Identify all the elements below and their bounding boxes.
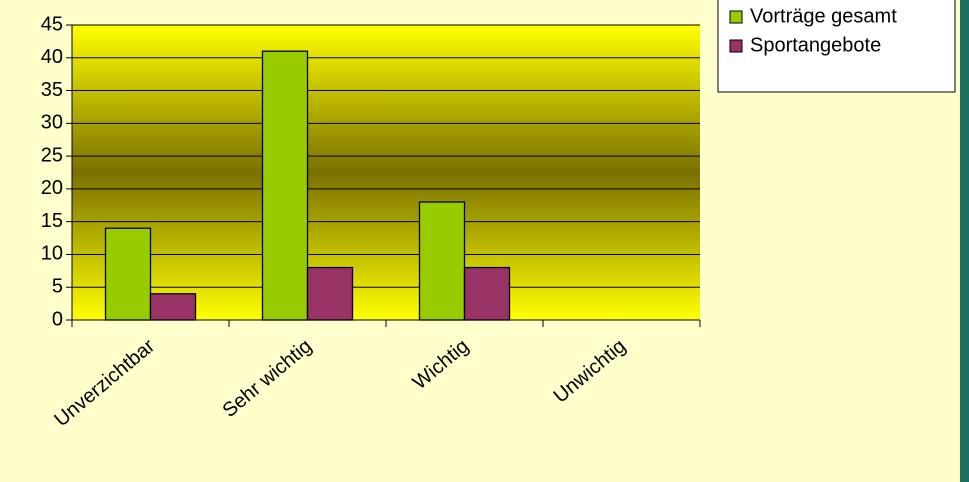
- y-tick-label: 35: [41, 79, 63, 101]
- legend: [717, 0, 956, 93]
- bar: [306, 266, 354, 321]
- y-tick-label: 10: [41, 243, 63, 265]
- bar: [104, 227, 152, 321]
- plot-area: [72, 25, 700, 320]
- legend-label: Sportangebote: [750, 34, 881, 56]
- y-tick-label: 45: [41, 13, 63, 35]
- legend-swatch: [729, 10, 743, 24]
- bar: [418, 201, 466, 321]
- legend-label: Vorträge gesamt: [750, 5, 897, 27]
- y-tick-label: 40: [41, 46, 63, 68]
- y-tick-label: 5: [52, 276, 63, 298]
- y-tick-label: 0: [52, 308, 63, 330]
- frame-edge: [960, 0, 969, 482]
- bar: [463, 266, 511, 321]
- legend-swatch: [729, 39, 743, 53]
- y-tick-label: 25: [41, 144, 63, 166]
- y-tick-label: 30: [41, 112, 63, 134]
- y-tick-label: 15: [41, 210, 63, 232]
- bar: [261, 50, 309, 321]
- y-tick-label: 20: [41, 177, 63, 199]
- bar: [149, 293, 197, 321]
